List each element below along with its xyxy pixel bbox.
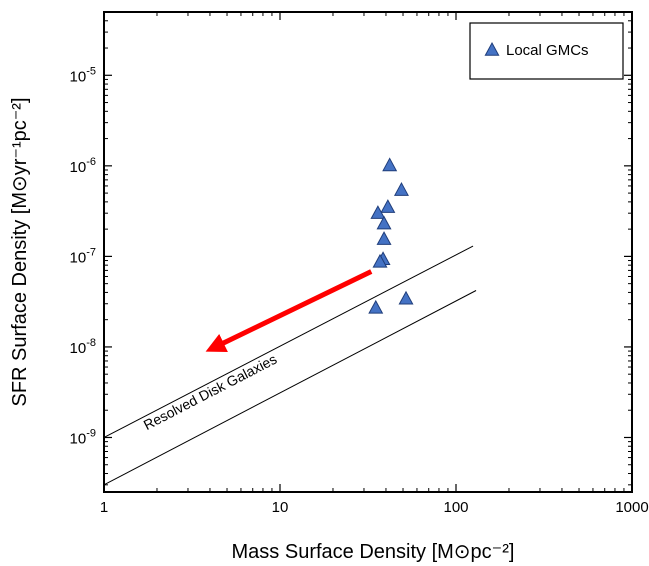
y-tick-label: 10-9 — [70, 427, 96, 447]
y-axis-label: SFR Surface Density [M⊙yr⁻¹pc⁻²] — [9, 97, 31, 406]
reference-line-1 — [103, 245, 474, 438]
y-tick-label: 10-5 — [70, 65, 96, 85]
data-point-8 — [372, 253, 388, 268]
red-arrow — [205, 269, 373, 352]
x-axis-label: Mass Surface Density [M⊙pc⁻²] — [232, 541, 515, 563]
x-tick-label: 1000 — [615, 499, 648, 516]
data-point-10 — [398, 290, 414, 305]
reference-line-2 — [103, 290, 477, 486]
data-point-4 — [370, 205, 386, 219]
data-point-9 — [368, 299, 384, 314]
legend: Local GMCs — [469, 22, 624, 80]
y-tick-label: 10-8 — [70, 337, 96, 357]
data-point-5 — [376, 215, 392, 230]
x-tick-label: 1 — [100, 499, 108, 516]
data-point-3 — [380, 199, 396, 213]
data-point-6 — [376, 231, 392, 245]
y-minor-ticks — [104, 11, 632, 486]
data-point-1 — [382, 157, 398, 172]
y-tick-label: 10-7 — [70, 246, 96, 266]
y-tick-label: 10-6 — [70, 156, 96, 176]
x-minor-ticks — [156, 12, 625, 492]
plot-frame — [103, 11, 633, 493]
data-point-2 — [393, 182, 409, 196]
legend-marker-triangle — [484, 41, 500, 56]
legend-label: Local GMCs — [506, 42, 589, 59]
x-tick-label: 10 — [272, 499, 289, 516]
annotation-resolved-disk-galaxies: Resolved Disk Galaxies — [141, 351, 280, 433]
x-tick-label: 100 — [443, 499, 468, 516]
